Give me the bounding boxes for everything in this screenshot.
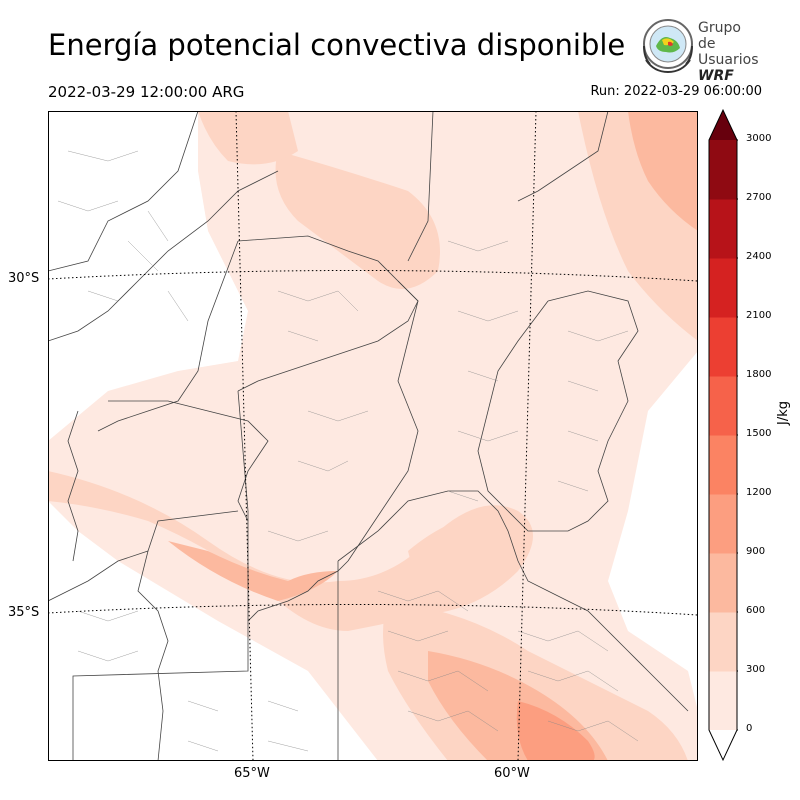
cape-map xyxy=(48,111,698,761)
cape-shading xyxy=(48,111,698,761)
colorbar-band-0 xyxy=(709,671,737,731)
cape-band-0-300 xyxy=(48,111,698,761)
colorbar-tick-label: 3000 xyxy=(746,133,772,144)
colorbar-tick-label: 900 xyxy=(746,546,766,557)
colorbar-unit: J/kg xyxy=(776,401,791,425)
boundaries xyxy=(48,111,689,761)
logo-emblem-icon xyxy=(643,19,693,74)
colorbar xyxy=(708,108,738,762)
cape-band-300-600-d xyxy=(275,151,440,289)
colorbar-tick-label: 2400 xyxy=(746,251,772,262)
colorbar-band-2 xyxy=(709,553,737,613)
wrf-logo: Grupo de Usuarios WRF xyxy=(638,16,759,84)
lat-line-30s xyxy=(48,269,698,282)
colorbar-tick-label: 2100 xyxy=(746,310,772,321)
colorbar-tick-label: 2700 xyxy=(746,192,772,203)
cape-band-300-600-a xyxy=(48,471,533,631)
colorbar-band-5 xyxy=(709,376,737,436)
lon-line-60w xyxy=(517,111,537,761)
colorbar-band-3 xyxy=(709,494,737,554)
colorbar-tick-label: 1200 xyxy=(746,487,772,498)
lon-label-65w: 65°W xyxy=(234,766,270,781)
lat-label-35s: 35°S xyxy=(8,605,40,620)
colorbar-tick-label: 0 xyxy=(746,723,753,734)
valid-time: 2022-03-29 12:00:00 ARG xyxy=(48,83,245,101)
colorbar-tick-label: 1500 xyxy=(746,428,772,439)
colorbar-tick-label: 300 xyxy=(746,664,766,675)
run-time: Run: 2022-03-29 06:00:00 xyxy=(590,84,762,99)
logo-line-1: Grupo de xyxy=(698,20,741,52)
lat-line-35s xyxy=(48,603,698,616)
colorbar-band-7 xyxy=(709,258,737,318)
colorbar-band-1 xyxy=(709,612,737,672)
colorbar-band-6 xyxy=(709,317,737,377)
colorbar-band-8 xyxy=(709,199,737,259)
cape-band-300-600-b xyxy=(168,541,338,601)
colorbar-tick-label: 1800 xyxy=(746,369,772,380)
lat-label-30s: 30°S xyxy=(8,271,40,286)
cape-band-600-900-e xyxy=(628,111,698,231)
map-title: Energía potencial convectiva disponible xyxy=(48,28,626,62)
colorbar-band-9 xyxy=(709,140,737,200)
logo-line-2: Usuarios xyxy=(698,52,759,68)
logo-text: Grupo de Usuarios WRF xyxy=(698,20,759,84)
cape-band-300-600-f xyxy=(198,111,298,165)
colorbar-band-4 xyxy=(709,435,737,495)
graticule xyxy=(48,111,698,761)
colorbar-tick-label: 600 xyxy=(746,605,766,616)
cape-band-300-600-c xyxy=(408,515,520,595)
cape-band-900-1200-g xyxy=(516,701,595,761)
logo-line-3: WRF xyxy=(698,68,734,84)
colorbar-extend-min xyxy=(709,730,737,760)
fine-boundaries xyxy=(57,150,639,752)
lon-label-60w: 60°W xyxy=(494,766,530,781)
colorbar-extend-max xyxy=(709,110,737,140)
lon-line-65w xyxy=(235,111,254,761)
